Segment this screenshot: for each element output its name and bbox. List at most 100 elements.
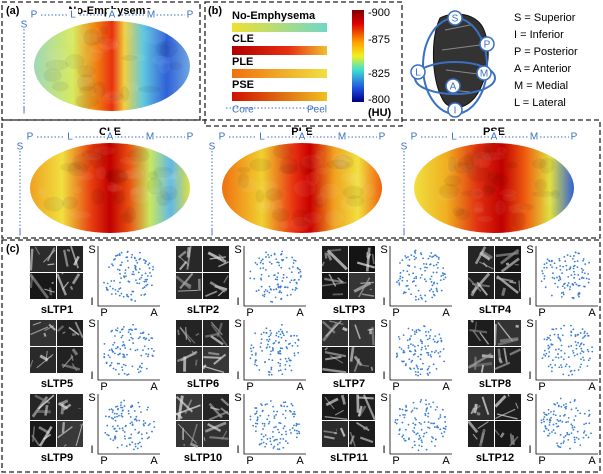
heat-texture bbox=[539, 157, 555, 174]
scatter-dot bbox=[147, 406, 149, 409]
scatter-dot bbox=[138, 268, 141, 270]
scatter-dot bbox=[277, 369, 280, 372]
scatter-dot bbox=[144, 272, 147, 275]
texture-stroke bbox=[217, 290, 225, 297]
texture-tile bbox=[176, 421, 202, 447]
heat-map bbox=[414, 143, 574, 233]
scatter-dot bbox=[264, 445, 267, 448]
scatter-dot bbox=[558, 257, 561, 260]
heat-texture bbox=[453, 162, 471, 174]
heat-texture bbox=[157, 170, 181, 180]
scatter-dot bbox=[270, 262, 273, 265]
scatter-dot bbox=[570, 334, 573, 337]
scatter-dot bbox=[276, 448, 279, 451]
scatter-dot bbox=[425, 347, 427, 350]
scatter-dot bbox=[411, 329, 414, 331]
scatter-axes bbox=[535, 394, 598, 455]
scatter-dot bbox=[121, 427, 124, 429]
scatter-axis-label: I bbox=[382, 296, 385, 308]
scatter-dot bbox=[256, 416, 259, 419]
orientation-marker bbox=[476, 65, 492, 81]
scatter-dot bbox=[137, 401, 140, 404]
scatter-dot bbox=[421, 340, 423, 343]
scatter-dot bbox=[264, 288, 267, 291]
scatter-dot bbox=[120, 251, 123, 254]
scatter-dot bbox=[268, 420, 271, 423]
axis-label: Peel bbox=[307, 105, 327, 116]
scatter-dot bbox=[277, 351, 280, 353]
texture-stroke bbox=[360, 364, 370, 367]
scatter-dot bbox=[117, 407, 119, 410]
scatter-dot bbox=[556, 444, 559, 447]
scatter-dot bbox=[575, 436, 578, 439]
scatter-dot bbox=[145, 367, 148, 370]
texture-stroke bbox=[499, 248, 520, 265]
texture-stroke bbox=[30, 326, 49, 336]
scatter-dot bbox=[570, 274, 573, 277]
scatter-dot bbox=[273, 417, 276, 420]
scatter-dot bbox=[104, 431, 107, 434]
scatter-dot bbox=[435, 255, 438, 258]
heat-texture bbox=[473, 207, 485, 214]
heat-texture bbox=[96, 166, 107, 180]
orientation-marker bbox=[410, 64, 426, 80]
texture-tile bbox=[30, 347, 56, 373]
heat-texture bbox=[325, 210, 344, 226]
scatter-dot bbox=[564, 413, 566, 416]
texture-stroke bbox=[207, 423, 222, 432]
scatter-dot bbox=[397, 279, 400, 282]
scatter-dot bbox=[559, 415, 562, 417]
scatter-dot bbox=[567, 438, 570, 441]
scatter-dot bbox=[553, 277, 556, 280]
axis-label: L bbox=[67, 132, 73, 143]
scatter-dot bbox=[136, 261, 139, 264]
scatter-dot bbox=[591, 346, 593, 349]
scatter-dot bbox=[273, 445, 276, 448]
heat-texture bbox=[471, 188, 485, 199]
heat-texture bbox=[336, 155, 349, 169]
scatter-dot bbox=[281, 347, 284, 350]
heat-texture bbox=[306, 171, 320, 186]
heat-texture bbox=[153, 166, 174, 179]
texture-stroke bbox=[56, 325, 65, 333]
scatter-dot bbox=[547, 365, 550, 368]
scatter-dot bbox=[283, 286, 286, 289]
scatter-dot bbox=[266, 403, 268, 405]
scatter-dot bbox=[291, 427, 294, 429]
scatter-dot bbox=[278, 448, 281, 451]
texture-stroke bbox=[177, 329, 180, 336]
scatter-dot bbox=[439, 337, 442, 340]
scatter-dot bbox=[106, 424, 109, 427]
scatter-dot bbox=[252, 424, 255, 427]
scatter-axis-label: P bbox=[246, 455, 253, 467]
scatter-dot bbox=[416, 366, 419, 368]
scatter-dot bbox=[123, 399, 126, 402]
scatter-dot bbox=[119, 331, 122, 334]
texture-stroke bbox=[469, 328, 488, 334]
axis-label: I bbox=[23, 106, 26, 117]
texture-stroke bbox=[68, 326, 80, 336]
scatter-dot bbox=[286, 347, 289, 350]
heat-texture bbox=[118, 171, 139, 179]
heat-texture bbox=[289, 216, 312, 231]
scatter-dot bbox=[269, 334, 272, 336]
scatter-dot bbox=[130, 256, 133, 259]
scatter-dot bbox=[120, 444, 123, 446]
scatter-dot bbox=[441, 272, 444, 274]
scatter-dot bbox=[411, 280, 414, 283]
colorbar-tick-label: -875 bbox=[368, 34, 390, 46]
heat-texture bbox=[340, 198, 355, 211]
scatter-dot bbox=[272, 405, 274, 408]
heat-texture bbox=[363, 183, 376, 198]
scatter-dot bbox=[281, 250, 284, 253]
scatter-dot bbox=[118, 269, 121, 271]
scatter-dot bbox=[427, 421, 430, 424]
scatter-dot bbox=[424, 345, 427, 348]
heat-texture bbox=[460, 190, 483, 197]
scatter-dot bbox=[138, 441, 141, 444]
scatter-dot bbox=[571, 426, 574, 429]
scatter-dot bbox=[587, 350, 590, 353]
panel-label: (b) bbox=[208, 5, 222, 17]
scatter-dot bbox=[148, 267, 151, 270]
scatter-dot bbox=[559, 277, 561, 279]
